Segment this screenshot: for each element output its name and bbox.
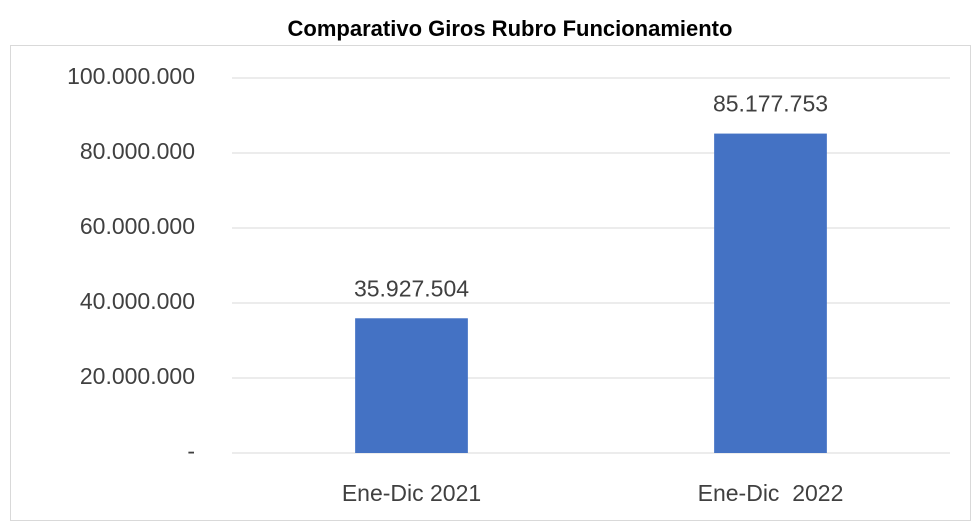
bar [355,318,468,453]
x-tick-label: Ene-Dic 2022 [698,480,844,506]
y-tick-label: - [187,438,195,464]
data-label: 35.927.504 [354,275,469,301]
y-tick-label: 100.000.000 [67,63,195,89]
bar [714,133,827,453]
y-tick-label: 40.000.000 [80,288,195,314]
data-label: 85.177.753 [713,91,828,117]
chart-border [10,45,971,521]
y-tick-label: 80.000.000 [80,138,195,164]
y-tick-label: 20.000.000 [80,363,195,389]
chart-title: Comparativo Giros Rubro Funcionamiento [288,16,733,41]
x-tick-label: Ene-Dic 2021 [342,480,481,506]
y-tick-label: 60.000.000 [80,213,195,239]
